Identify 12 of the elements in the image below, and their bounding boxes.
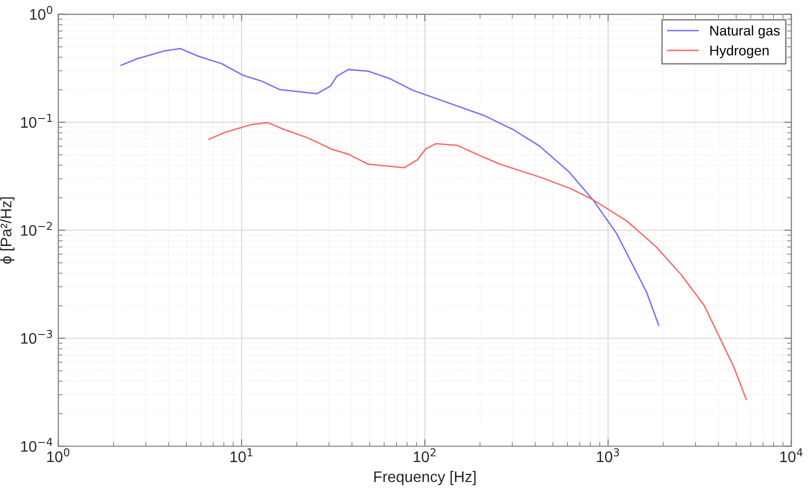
x-tick-label: 10$^{4}$ bbox=[780, 448, 802, 462]
y-tick-label: 10$^{−3}$ bbox=[21, 330, 52, 344]
x-tick-label: 10$^{3}$ bbox=[597, 448, 619, 462]
x-axis-title: Frequency [Hz] bbox=[374, 470, 476, 486]
y-axis-title: ϕ [Pa²/Hz] bbox=[0, 197, 14, 264]
y-tick-label: 10$^{−1}$ bbox=[21, 114, 52, 128]
x-tick-label: 10$^{1}$ bbox=[230, 448, 252, 462]
legend-label: Natural gas bbox=[710, 25, 780, 38]
x-tick-label: 10$^{2}$ bbox=[414, 448, 436, 462]
legend-label: Hydrogen bbox=[710, 45, 769, 58]
y-tick-label: 10$^{−2}$ bbox=[21, 222, 52, 236]
y-tick-label: 10$^{0}$ bbox=[30, 6, 52, 20]
